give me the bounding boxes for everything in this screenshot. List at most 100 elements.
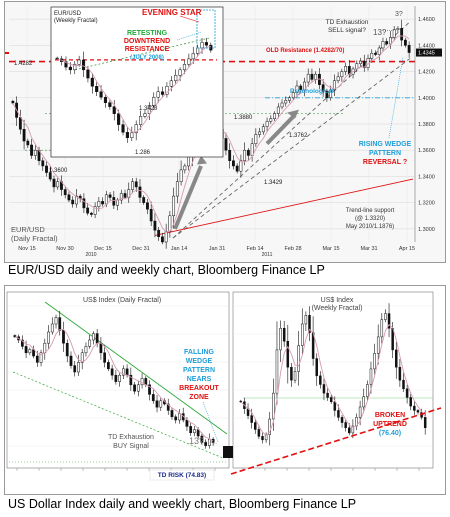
inset-candle <box>174 75 178 82</box>
inset-candle <box>204 42 208 46</box>
dxy-daily-ma <box>14 328 214 442</box>
eurusd-candle <box>314 73 318 80</box>
dxy-daily-candle <box>148 384 151 395</box>
dxy-weekly-candle <box>362 396 365 408</box>
eurusd-candle <box>86 207 90 214</box>
eurusd-candle <box>403 39 407 46</box>
dxy-daily-candle <box>88 339 92 347</box>
eurusd-chart-panel: 1.4600 1.4400 1.4200 1.4000 1.3800 1.3600 1.34… <box>4 1 446 263</box>
eurusd-candle <box>381 41 385 49</box>
dxy-daily-candle <box>24 346 28 354</box>
sell-signal-label: SELL signal? <box>328 27 366 34</box>
last-price-label: 1.4345 <box>418 51 435 57</box>
dxy-weekly-candle <box>369 368 373 385</box>
dxy-daily-candle <box>174 416 178 421</box>
inset-candle <box>130 132 134 139</box>
eurusd-candle <box>108 194 112 198</box>
inset-candle <box>121 124 125 133</box>
dxy-weekly-candle <box>290 366 293 381</box>
eurusd-candle <box>299 85 303 91</box>
dxy-daily-candle <box>99 342 103 354</box>
eurusd-candle <box>142 197 146 203</box>
inset-candle <box>187 58 191 65</box>
eurusd-candle <box>97 201 101 207</box>
eurusd-candle <box>11 100 15 104</box>
dxy-daily-plot <box>6 291 230 469</box>
rising-wedge-label: RISING WEDGE <box>359 141 412 148</box>
eurusd-candle <box>131 181 134 190</box>
dxy-weekly-candle <box>301 323 304 346</box>
dxy-daily-candle <box>118 374 121 382</box>
eurusd-candle <box>377 47 381 55</box>
dxy-weekly-candle <box>257 429 261 437</box>
eurusd-candle <box>276 106 280 114</box>
eurusd-candle <box>164 231 168 243</box>
dxy-daily-candle <box>77 362 80 373</box>
inset-candle <box>64 61 68 68</box>
eurusd-candle <box>18 117 22 130</box>
inset-price-label: 1.286 <box>135 150 151 156</box>
level-13600-label: 1.3600 <box>49 168 68 174</box>
inset-price-label: 1.3428 <box>139 106 158 112</box>
eurusd-candle <box>75 195 78 205</box>
last-price-box <box>416 48 442 57</box>
dxy-daily-candle <box>144 378 148 386</box>
eurusd-candle <box>172 195 176 217</box>
dxy-weekly-candle <box>279 328 282 351</box>
eurusd-candle <box>71 199 75 205</box>
uptrend-label: UPTREND <box>373 421 407 428</box>
y-tick-label: 1.3800 <box>418 122 435 128</box>
eurusd-candle <box>273 113 276 120</box>
dxy-daily-candle <box>95 333 99 344</box>
eurusd-candle <box>41 160 45 167</box>
inset-downtrend-line <box>74 37 210 71</box>
eurusd-candle <box>228 149 232 161</box>
dxy-daily-candle <box>20 339 24 347</box>
dxy-daily-title: US$ Index (Daily Fractal) <box>83 297 161 304</box>
eurusd-candle <box>30 144 33 156</box>
eurusd-candle <box>56 181 60 188</box>
eurusd-candle <box>26 140 30 146</box>
buy-signal-label: BUY Signal <box>113 443 149 450</box>
eurusd-candle <box>400 28 404 41</box>
level-13429-label: 1.3429 <box>264 180 283 186</box>
dxy-daily-candle <box>13 335 17 338</box>
arrow-head-2 <box>287 109 299 119</box>
dxy-weekly-candle <box>373 353 376 370</box>
dxy-weekly-candle <box>308 315 311 333</box>
wedge-upper-line <box>44 301 228 435</box>
weekly-inset: EUR/USD(Weekly Fractal) 1.3428 1.286 <box>50 6 224 158</box>
dxy-weekly-candle <box>340 417 344 423</box>
dxy-daily-candle <box>80 352 84 363</box>
inset-candle <box>125 132 129 139</box>
figure1-caption: EUR/USD daily and weekly chart, Bloomber… <box>8 263 325 277</box>
eurusd-candle <box>392 29 396 38</box>
dxy-weekly-candle <box>391 328 394 351</box>
falling-wedge-label: ZONE <box>189 394 209 401</box>
eurusd-candle <box>280 102 284 108</box>
eurusd-candle <box>362 60 366 68</box>
pattern-label: PATTERN <box>369 150 401 157</box>
dxy-daily-candle <box>107 362 110 370</box>
eurusd-candle <box>291 92 295 99</box>
dxy-weekly-candle <box>326 392 329 398</box>
evening-star-label: EVENING STAR <box>142 8 202 17</box>
inset-candle <box>196 47 200 54</box>
inset-candle <box>86 69 90 79</box>
retesting-label: RETESTING <box>127 30 168 37</box>
arrow-up-1 <box>173 165 203 230</box>
dxy-daily-candle <box>166 403 170 411</box>
eurusd-candle <box>389 37 392 45</box>
eurusd-candle <box>258 131 262 135</box>
dxy-weekly-ma <box>240 323 426 436</box>
dxy-daily-candle <box>69 355 73 366</box>
inset-candle <box>156 91 160 98</box>
eurusd-candle <box>232 160 235 167</box>
falling-wedge-label: WEDGE <box>186 358 213 365</box>
dxy-daily-candle <box>39 352 43 363</box>
dxy-weekly-candle <box>315 358 318 377</box>
inset-candle <box>55 57 59 60</box>
evening-star-pointer <box>179 15 200 23</box>
eurusd-candle <box>269 118 273 122</box>
dxy-daily-candle <box>178 413 181 421</box>
